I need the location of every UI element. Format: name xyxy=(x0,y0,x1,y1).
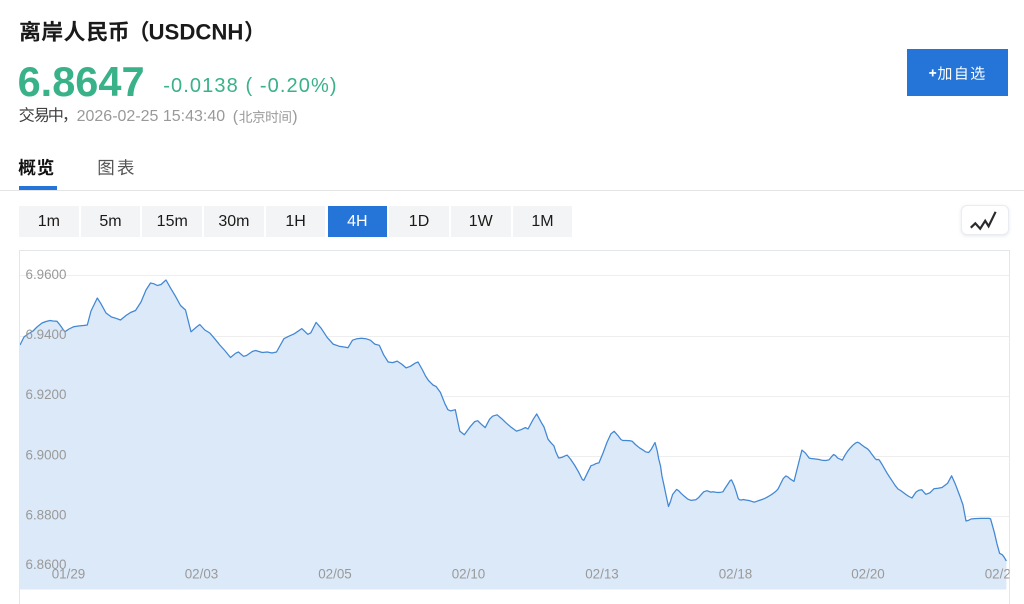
svg-text:6.9200: 6.9200 xyxy=(26,387,67,402)
svg-text:6.8800: 6.8800 xyxy=(26,508,67,523)
svg-text:02/13: 02/13 xyxy=(585,567,619,582)
svg-text:2026-02-25 15:43:40: 2026-02-25 15:43:40 xyxy=(77,108,226,125)
svg-text:6.9400: 6.9400 xyxy=(26,327,67,342)
svg-text:02/10: 02/10 xyxy=(452,567,486,582)
svg-text:6.8600: 6.8600 xyxy=(26,557,67,572)
svg-text:USDCNH: USDCNH xyxy=(149,19,244,44)
svg-text:(: ( xyxy=(233,108,239,125)
svg-text:01/29: 01/29 xyxy=(52,567,86,582)
svg-text:02/20: 02/20 xyxy=(851,567,885,582)
svg-text:02/05: 02/05 xyxy=(318,567,352,582)
svg-text:02/03: 02/03 xyxy=(185,567,219,582)
svg-text:): ) xyxy=(292,108,297,125)
svg-text:02/18: 02/18 xyxy=(719,567,753,582)
svg-text:6.9000: 6.9000 xyxy=(26,447,67,462)
svg-text:02/25: 02/25 xyxy=(985,567,1019,582)
svg-text:6.9600: 6.9600 xyxy=(26,267,67,282)
